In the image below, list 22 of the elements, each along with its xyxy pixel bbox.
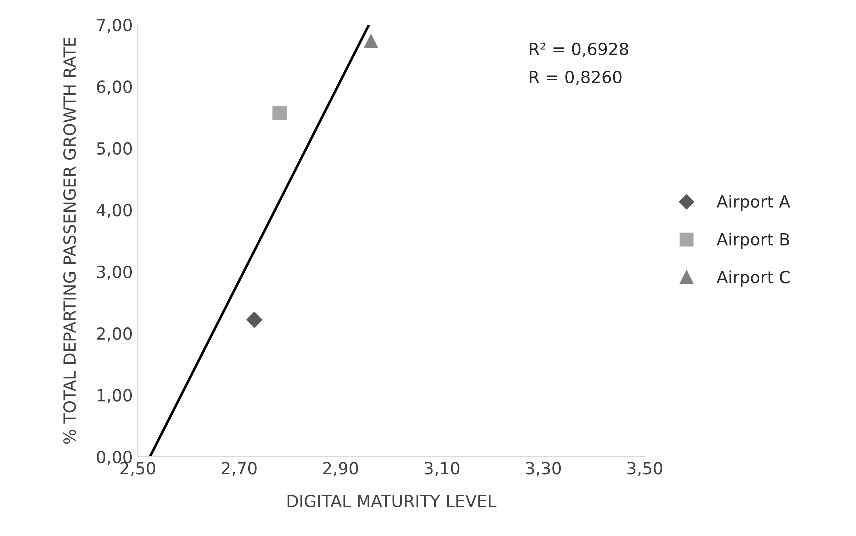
annotation: R = 0,8260 (530, 70, 622, 86)
annotation: R² = 0,6928 (530, 42, 628, 58)
point (364, 34, 379, 48)
x-axis-title: DIGITAL MATURITY LEVEL (288, 494, 497, 508)
y-tick-label: 2,00 (97, 328, 132, 342)
legend-label: Airport B (716, 232, 790, 250)
y-tick-label: 3,00 (97, 266, 132, 280)
y-tick-label: 6,00 (97, 80, 132, 95)
x-tick-label: 3,30 (526, 462, 562, 476)
x-tick-label: 2,90 (323, 462, 358, 476)
x-tick-label: 2,70 (222, 462, 257, 476)
point (272, 106, 288, 121)
x-tick-label: 3,50 (628, 462, 662, 476)
y-tick-label: 4,00 (96, 204, 132, 218)
point (246, 312, 263, 328)
legend-label: Airport C (716, 270, 790, 287)
y-tick-label: 5,00 (97, 142, 132, 157)
x-tick-label: 3,10 (424, 462, 460, 476)
y-tick-label: 7,00 (97, 18, 132, 34)
y-tick-label: 1,00 (98, 389, 132, 404)
legend-label: Airport A (716, 195, 790, 212)
y-axis-title: % TOTAL DEPARTING PASSENGER GROWTH RATE (64, 38, 76, 444)
